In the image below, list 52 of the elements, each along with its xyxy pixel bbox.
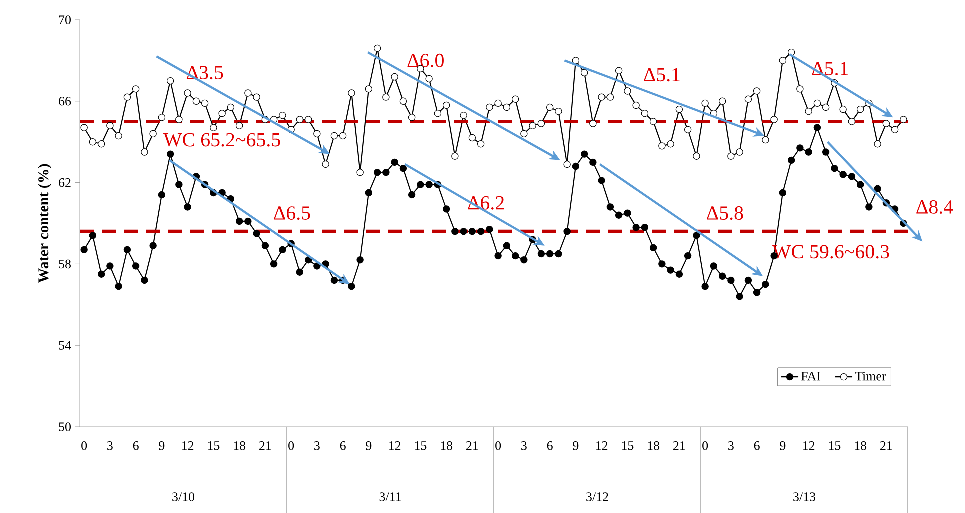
text: Δ8.4 xyxy=(916,200,954,214)
x-tick-label: 15 xyxy=(622,442,634,450)
x-tick-label: 3 xyxy=(728,442,734,450)
x-tick-label: 3 xyxy=(108,442,113,450)
y-tick-label: 66 xyxy=(59,97,72,106)
x-tick-label: 0 xyxy=(702,442,708,450)
x-tick-label: 9 xyxy=(780,442,786,450)
x-tick-label: 21 xyxy=(880,442,892,450)
x-tick-label: 6 xyxy=(547,442,553,450)
annotation: Δ5.8 xyxy=(707,206,744,220)
x-tick-label: 18 xyxy=(234,442,246,450)
x-tick-label: 12 xyxy=(182,442,194,450)
legend-label: Timer xyxy=(855,372,886,381)
x-tick-label: 3 xyxy=(314,442,320,450)
x-tick-label: 18 xyxy=(648,442,660,450)
text: 3/12 xyxy=(586,492,608,502)
annotation: Δ5.1 xyxy=(644,68,680,82)
x-tick-label: 12 xyxy=(389,442,401,450)
x-tick-label: 6 xyxy=(133,442,139,450)
y-tick-label: 70 xyxy=(59,16,71,24)
text: 3/13 xyxy=(794,492,816,502)
x-tick-label: 18 xyxy=(855,442,867,450)
x-tick-label: 9 xyxy=(573,442,579,450)
x-tick-label: 0 xyxy=(288,442,294,450)
x-tick-label: 9 xyxy=(366,442,372,450)
x-tick-label: 15 xyxy=(829,442,841,450)
x-tick-label: 15 xyxy=(208,442,220,450)
ref-line-label: WC 65.2~65.5 xyxy=(164,133,280,147)
x-tick-label: 0 xyxy=(496,442,502,450)
x-tick-label: 12 xyxy=(596,442,608,450)
y-tick-label: 54 xyxy=(59,341,72,350)
x-tick-label: 12 xyxy=(803,442,815,450)
x-tick-label: 15 xyxy=(415,442,427,450)
y-tick-label: 58 xyxy=(59,260,71,269)
x-tick-label: 6 xyxy=(754,442,760,450)
text: 3/11 xyxy=(380,492,402,502)
legend-label: FAI xyxy=(801,372,821,381)
y-tick-label: 62 xyxy=(59,178,71,188)
annotation: Δ6.0 xyxy=(408,54,444,68)
text: 3/10 xyxy=(172,492,195,502)
x-tick-label: 3 xyxy=(522,442,527,450)
x-tick-label: 21 xyxy=(674,442,686,450)
y-tick-label: 50 xyxy=(59,422,71,432)
x-tick-label: 0 xyxy=(82,442,88,450)
x-tick-label: 21 xyxy=(260,442,272,450)
y-axis-title: Water content (%) xyxy=(38,164,52,284)
annotation: Δ6.5 xyxy=(274,206,310,220)
x-tick-label: 18 xyxy=(441,442,453,450)
annotation: Δ5.1 xyxy=(812,62,848,76)
x-tick-label: 21 xyxy=(466,442,478,450)
x-tick-label: 9 xyxy=(159,442,165,450)
x-tick-label: 6 xyxy=(340,442,346,450)
